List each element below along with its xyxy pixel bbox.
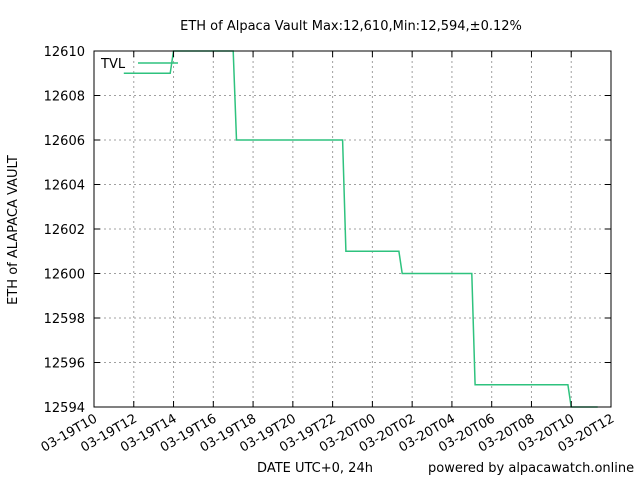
y-tick-label: 12600 (44, 268, 85, 283)
y-tick-label: 12594 (44, 401, 85, 416)
y-axis: 12594 12596 12598 12600 12602 12604 12606 12608… (44, 45, 611, 416)
y-tick-label: 12606 (44, 134, 85, 149)
y-tick-label: 12610 (44, 45, 85, 60)
x-axis: 03-19T1003-19T1203-19T1403-19T1603-19T18… (39, 51, 617, 456)
y-axis-title: ETH of ALAPACA VAULT (6, 155, 21, 305)
y-tick-label: 12596 (44, 357, 85, 372)
legend: TVL (100, 57, 178, 72)
footer-credit: powered by alpacawatch.online (428, 461, 634, 476)
y-tick-label: 12608 (44, 90, 85, 105)
plot-frame (93, 50, 612, 408)
x-axis-title: DATE UTC+0, 24h (257, 461, 373, 476)
legend-label-tvl: TVL (100, 57, 126, 72)
y-tick-label: 12602 (44, 223, 85, 238)
grid (94, 51, 611, 407)
y-tick-label: 12598 (44, 312, 85, 327)
chart-title: ETH of Alpaca Vault Max:12,610,Min:12,59… (180, 19, 522, 34)
y-tick-label: 12604 (44, 179, 85, 194)
